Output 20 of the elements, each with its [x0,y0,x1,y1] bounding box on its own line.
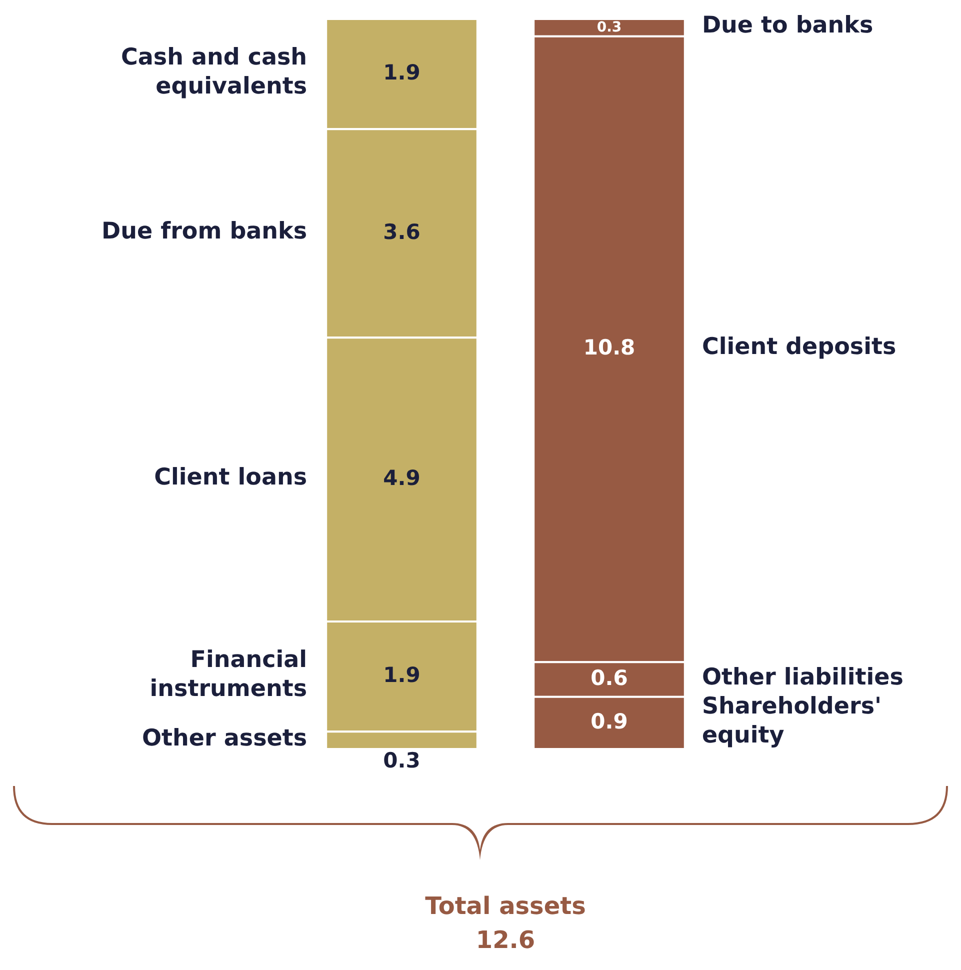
data-label: 0.9 [590,709,628,734]
data-label: 0.6 [590,666,628,690]
data-label: 1.9 [383,663,420,688]
series-label: Client deposits [702,334,896,360]
text: Total assets [425,892,586,920]
data-label: 1.9 [383,60,420,84]
data-label: 10.8 [583,336,636,360]
text: 12.6 [476,926,536,954]
series-label: Due from banks [102,218,308,244]
data-label: 0.3 [383,748,420,772]
series-label: Cash and cash equivalents [120,44,308,100]
series-label: Due to banks [702,12,874,39]
data-label: 4.9 [383,466,420,490]
series-label: Other liabilities [702,664,904,690]
series-label: Other assets [142,725,308,752]
data-label: 0.3 [596,19,622,36]
series-label: Shareholders' equity [702,693,882,748]
data-label: 3.6 [383,220,420,244]
series-label: Financial instruments [150,647,308,702]
series-label: Client loans [154,464,308,491]
